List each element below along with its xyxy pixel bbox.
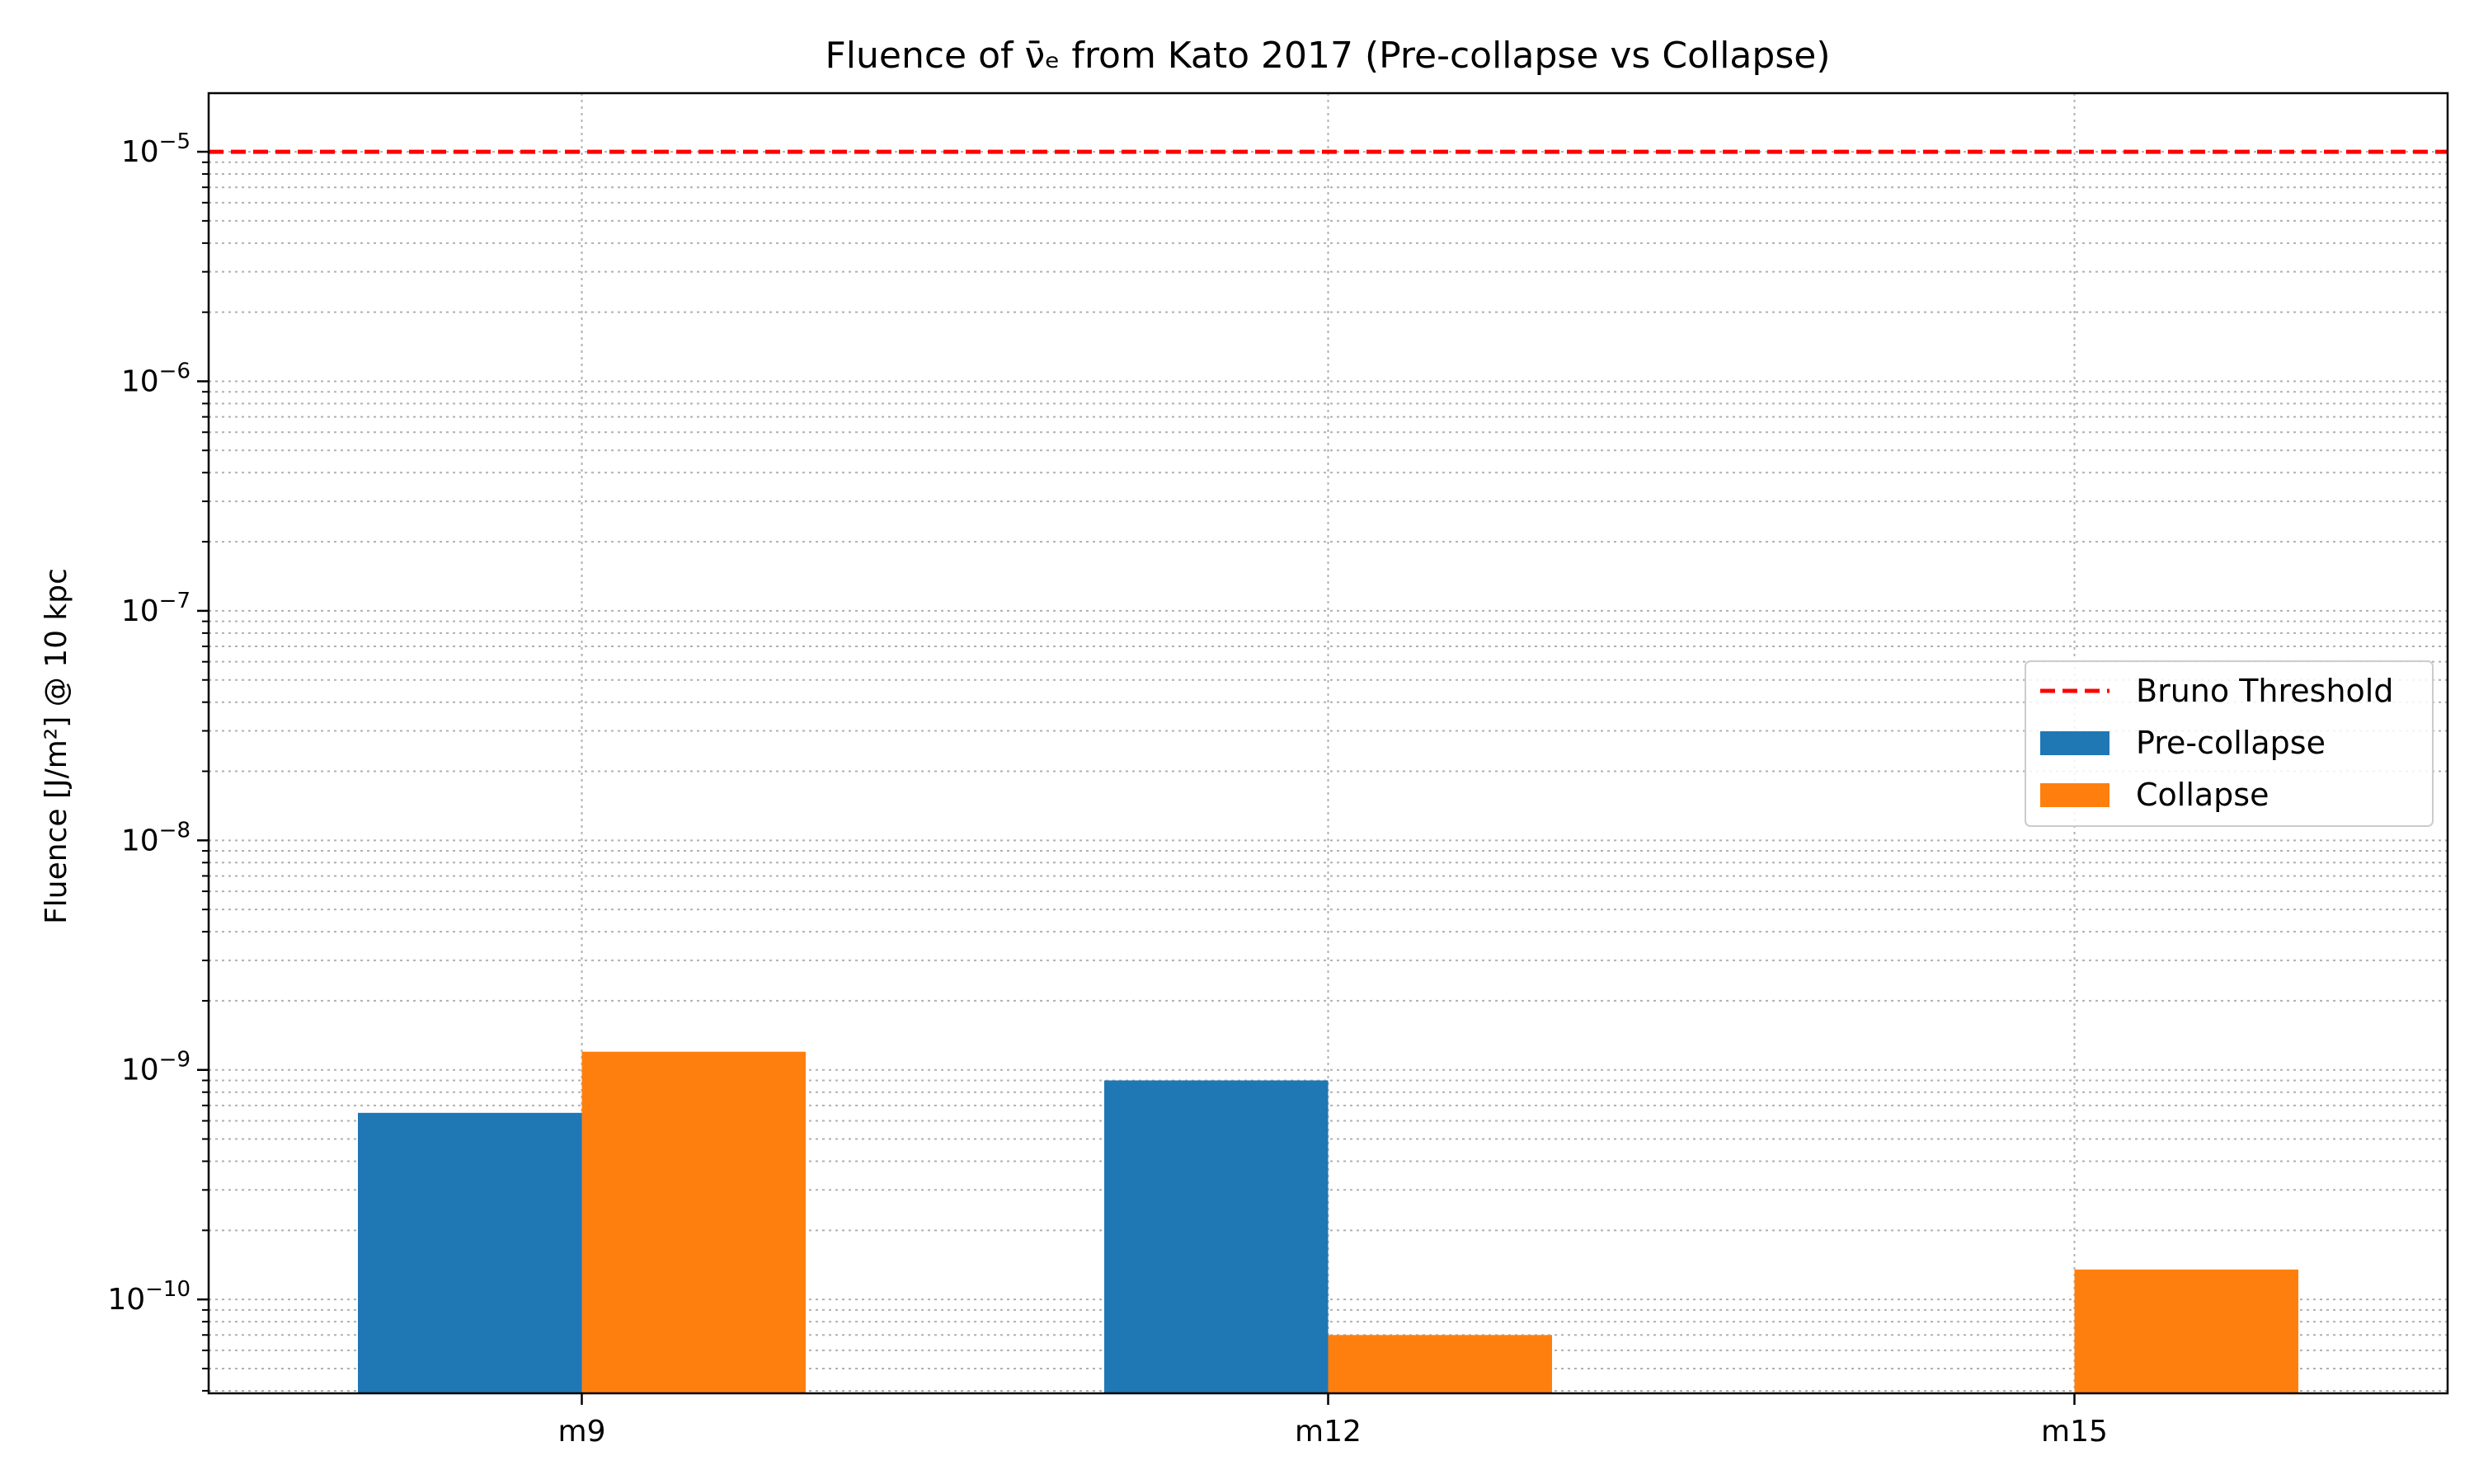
- plot-area: 10−10 10−9 10−8 10−7 10−6 10−5 m9 m12 m15 Bruno T…: [107, 92, 2449, 1449]
- y-tick-label: 10−9: [121, 1048, 190, 1087]
- y-tick-label: 10−8: [121, 818, 190, 857]
- bar-pre-collapse-m12: [1104, 1080, 1329, 1393]
- y-axis-label: Fluence [J/m²] @ 10 kpc: [40, 568, 73, 924]
- bar-collapse-m12: [1328, 1335, 1552, 1393]
- x-tick-label: m15: [2041, 1415, 2108, 1449]
- legend-item-collapse-label: Collapse: [2136, 777, 2269, 813]
- legend-item-threshold-label: Bruno Threshold: [2136, 673, 2393, 709]
- x-tick-label: m12: [1295, 1415, 1362, 1449]
- x-tick-label: m9: [558, 1415, 606, 1449]
- legend-item-pre-collapse-swatch: [2040, 731, 2109, 755]
- bar-pre-collapse-m9: [358, 1112, 582, 1393]
- y-tick-label: 10−7: [121, 589, 190, 628]
- y-tick-label: 10−5: [121, 129, 190, 169]
- bar-collapse-m9: [581, 1051, 806, 1393]
- y-tick-label: 10−10: [107, 1277, 190, 1317]
- legend: Bruno Threshold Pre-collapse Collapse: [2025, 660, 2434, 827]
- legend-item-collapse-swatch: [2040, 783, 2109, 807]
- bars: [358, 1051, 2298, 1393]
- bar-collapse-m15: [2074, 1269, 2298, 1393]
- legend-box: [2025, 660, 2434, 827]
- chart-title: Fluence of ν̄ₑ from Kato 2017 (Pre-colla…: [825, 35, 1830, 77]
- legend-item-pre-collapse-label: Pre-collapse: [2136, 725, 2326, 761]
- y-tick-label: 10−6: [121, 359, 190, 398]
